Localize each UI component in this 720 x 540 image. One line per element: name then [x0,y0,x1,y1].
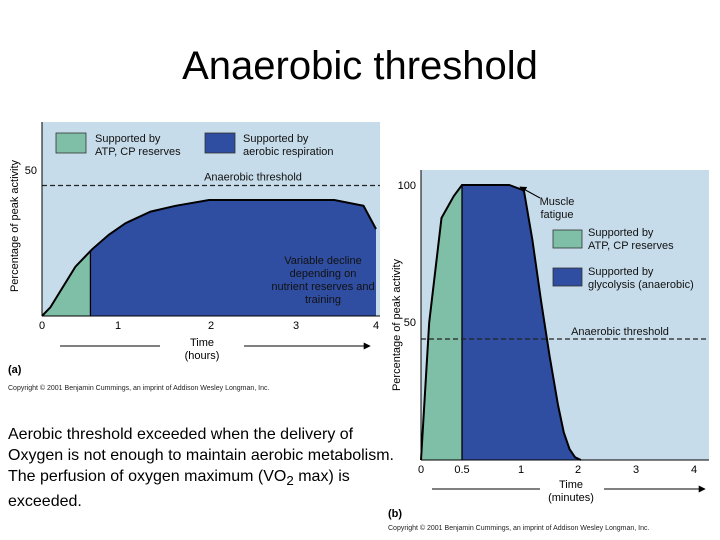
chart-b-y-tick-50: 50 [404,317,416,329]
chart-b-panel-label: (b) [388,508,402,520]
chart-a-legend-swatch-atp [55,132,87,154]
chart-a-legend-atp: Supported by ATP, CP reserves [95,133,181,158]
chart-b-xlabel: Time [559,479,583,491]
chart-b-legend-swatch-atp [552,229,583,249]
chart-b: Anaerobic threshold 100 50 Percentage of… [388,170,709,532]
chart-b-fatigue-arrow [519,186,541,199]
chart-a-threshold-label: Anaerobic threshold [204,172,302,184]
chart-b-legend-swatch-glycolysis [552,267,583,287]
chart-a-panel-label: (a) [8,364,22,376]
chart-a-xlabel: Time [190,337,214,349]
chart-b-curve [420,184,582,461]
chart-b-x-tick-0: 0 [418,464,424,476]
chart-b-annotation: Muscle fatigue [540,196,575,221]
chart-b-atp-area [421,185,462,460]
chart-b-threshold-label: Anaerobic threshold [571,326,669,338]
chart-a-copyright: Copyright © 2001 Benjamin Cummings, an i… [8,384,269,392]
chart-a: Anaerobic threshold 50 Percentage of pea… [8,122,380,392]
chart-a-annotation: Variable decline depending on nutrient res… [271,255,374,306]
chart-a-aerobic-area [42,200,376,316]
caption-tail: max) is exceeded. [8,468,350,511]
caption-main: Aerobic threshold exceeded when the deli… [8,426,394,485]
chart-b-legend-glycolysis: Supported by glycolysis (anaerobic) [588,266,694,291]
chart-b-y-tick-100: 100 [398,180,416,192]
chart-a-legend-aerobic: Supported by aerobic respiration [243,133,334,158]
chart-b-x-tick-4: 4 [691,464,697,476]
slide-title: Anaerobic threshold [182,44,538,88]
chart-a-x-tick-0: 0 [39,320,45,332]
chart-b-xlabel-unit: (minutes) [548,492,594,504]
chart-a-x-tick-1: 1 [115,320,121,332]
caption-subscript: 2 [286,473,294,489]
chart-b-copyright: Copyright © 2001 Benjamin Cummings, an i… [388,524,649,532]
slide-caption: Aerobic threshold exceeded when the deli… [8,424,403,512]
chart-a-y-tick-50: 50 [25,165,37,177]
chart-a-curve [41,199,377,317]
chart-a-ylabel: Percentage of peak activity [9,159,21,292]
chart-a-xlabel-unit: (hours) [185,350,220,362]
chart-a-x-tick-4: 4 [373,320,379,332]
chart-b-x-tick-0.5: 0.5 [454,464,469,476]
chart-b-legend-atp: Supported by ATP, CP reserves [588,227,674,252]
chart-b-x-tick-2: 2 [575,464,581,476]
chart-b-x-tick-1: 1 [518,464,524,476]
chart-a-legend-swatch-aerobic [204,132,236,154]
chart-a-x-tick-2: 2 [208,320,214,332]
chart-b-ylabel: Percentage of peak activity [391,258,403,391]
chart-a-x-tick-3: 3 [293,320,299,332]
chart-b-x-tick-3: 3 [633,464,639,476]
